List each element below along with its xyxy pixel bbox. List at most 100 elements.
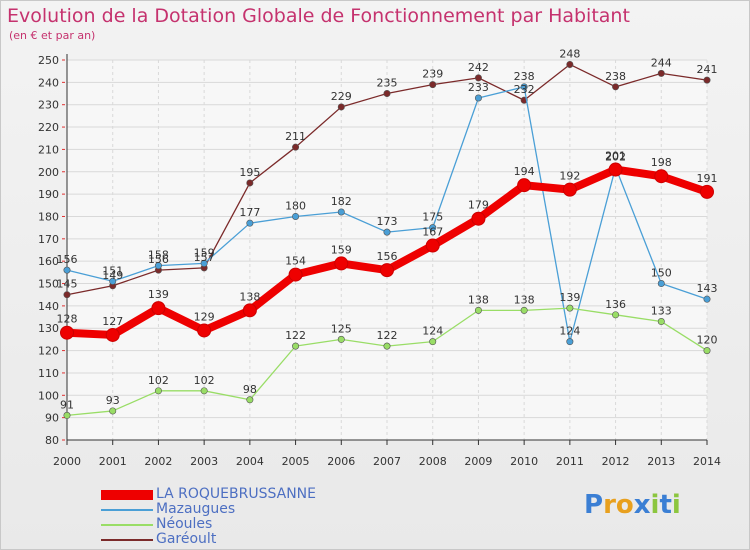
chart-title: Evolution de la Dotation Globale de Fonc… xyxy=(7,5,630,27)
data-label-la-roquebrussanne: 138 xyxy=(239,290,260,303)
data-point-gareoult xyxy=(246,179,254,187)
x-tick-label: 2000 xyxy=(53,455,81,468)
data-point-mazaugues xyxy=(429,224,437,232)
data-label-gareoult: 235 xyxy=(377,77,398,90)
data-label-mazaugues: 177 xyxy=(239,206,260,219)
data-point-gareoult xyxy=(429,81,437,89)
data-point-neoules xyxy=(566,304,574,312)
data-point-neoules xyxy=(63,411,71,419)
data-label-gareoult: 195 xyxy=(239,166,260,179)
series-la-roquebrussanne xyxy=(60,162,714,342)
data-point-gareoult xyxy=(383,90,391,98)
data-point-gareoult xyxy=(292,143,300,151)
data-label-neoules: 93 xyxy=(106,394,120,407)
legend-label-gareoult: Garéoult xyxy=(156,531,217,547)
data-label-mazaugues: 150 xyxy=(651,267,672,280)
y-tick-label: 110 xyxy=(38,367,59,380)
data-label-neoules: 122 xyxy=(377,329,398,342)
data-point-gareoult xyxy=(703,76,711,84)
data-point-la-roquebrussanne xyxy=(425,238,440,253)
data-point-la-roquebrussanne xyxy=(60,325,74,340)
data-point-mazaugues xyxy=(474,94,482,102)
data-label-gareoult: 156 xyxy=(148,253,169,266)
data-label-la-roquebrussanne: 156 xyxy=(377,250,398,263)
x-tick-label: 2011 xyxy=(556,455,584,468)
y-tick-label: 180 xyxy=(38,210,59,223)
legend-label-mazaugues: Mazaugues xyxy=(156,501,236,517)
data-point-la-roquebrussanne xyxy=(334,256,349,271)
data-label-gareoult: 248 xyxy=(559,47,580,60)
data-label-la-roquebrussanne: 159 xyxy=(331,243,352,256)
data-label-neoules: 133 xyxy=(651,305,672,318)
data-labels: 145 149 156 157 195 211 229 235 239 242 232 248 238 2… xyxy=(57,47,718,411)
data-point-mazaugues xyxy=(566,338,574,346)
data-point-mazaugues xyxy=(520,83,528,91)
data-label-neoules: 122 xyxy=(285,329,306,342)
data-point-la-roquebrussanne xyxy=(700,184,714,199)
data-label-gareoult: 238 xyxy=(605,70,626,83)
data-label-neoules: 125 xyxy=(331,322,352,335)
y-tick-label: 220 xyxy=(38,121,59,134)
data-label-mazaugues: 124 xyxy=(559,325,580,338)
data-point-mazaugues xyxy=(383,228,391,236)
y-tick-label: 200 xyxy=(38,166,59,179)
x-tick-label: 2013 xyxy=(647,455,675,468)
y-tick-label: 240 xyxy=(38,76,59,89)
data-point-neoules xyxy=(337,335,345,343)
data-point-gareoult xyxy=(474,74,482,82)
data-point-neoules xyxy=(703,347,711,355)
data-point-gareoult xyxy=(566,60,574,68)
data-label-la-roquebrussanne: 129 xyxy=(194,310,215,323)
data-point-mazaugues xyxy=(337,208,345,216)
y-tick-label: 150 xyxy=(38,278,59,291)
data-point-mazaugues xyxy=(703,295,711,303)
x-tick-label: 2008 xyxy=(419,455,447,468)
data-point-mazaugues xyxy=(109,277,117,285)
data-point-mazaugues xyxy=(657,280,665,288)
data-label-mazaugues: 151 xyxy=(102,264,123,277)
data-label-la-roquebrussanne: 198 xyxy=(651,156,672,169)
legend-label-la-roquebrussanne: LA ROQUEBRUSSANNE xyxy=(156,486,316,502)
data-point-la-roquebrussanne xyxy=(654,169,669,184)
proxiti-logo: Proxiti xyxy=(584,490,681,520)
data-label-mazaugues: 143 xyxy=(697,282,718,295)
data-label-gareoult: 239 xyxy=(422,68,443,81)
data-label-gareoult: 241 xyxy=(697,63,718,76)
data-label-gareoult: 157 xyxy=(194,251,215,264)
data-label-mazaugues: 180 xyxy=(285,199,306,212)
x-tick-label: 2002 xyxy=(144,455,172,468)
data-point-gareoult xyxy=(612,83,620,91)
data-label-la-roquebrussanne: 139 xyxy=(148,288,169,301)
data-label-la-roquebrussanne: 128 xyxy=(57,313,78,326)
data-label-la-roquebrussanne: 192 xyxy=(559,170,580,183)
data-label-neoules: 138 xyxy=(468,293,489,306)
data-point-gareoult xyxy=(657,69,665,77)
data-label-la-roquebrussanne: 154 xyxy=(285,255,306,268)
series-group xyxy=(60,60,714,419)
data-point-neoules xyxy=(154,387,162,395)
legend-swatch-gareoult xyxy=(101,539,153,541)
x-tick-label: 2007 xyxy=(373,455,401,468)
data-point-neoules xyxy=(612,311,620,319)
data-label-gareoult: 232 xyxy=(514,83,535,96)
data-label-la-roquebrussanne: 194 xyxy=(514,165,535,178)
data-label-mazaugues: 202 xyxy=(605,150,626,163)
data-label-neoules: 124 xyxy=(422,325,443,338)
series-gareoult xyxy=(63,60,711,299)
logo-letter: o xyxy=(615,490,634,520)
logo-letter: x xyxy=(633,490,651,520)
data-label-la-roquebrussanne: 167 xyxy=(422,226,443,239)
legend-label-neoules: Néoules xyxy=(156,516,213,532)
data-point-neoules xyxy=(246,396,254,404)
data-label-gareoult: 211 xyxy=(285,130,306,143)
data-point-mazaugues xyxy=(63,266,71,274)
data-point-la-roquebrussanne xyxy=(288,267,303,282)
data-label-neoules: 139 xyxy=(559,291,580,304)
data-label-gareoult: 242 xyxy=(468,61,489,74)
data-point-la-roquebrussanne xyxy=(151,301,166,316)
data-label-neoules: 136 xyxy=(605,298,626,311)
data-label-mazaugues: 159 xyxy=(194,246,215,259)
y-tick-label: 250 xyxy=(38,54,59,67)
grid xyxy=(66,59,708,441)
